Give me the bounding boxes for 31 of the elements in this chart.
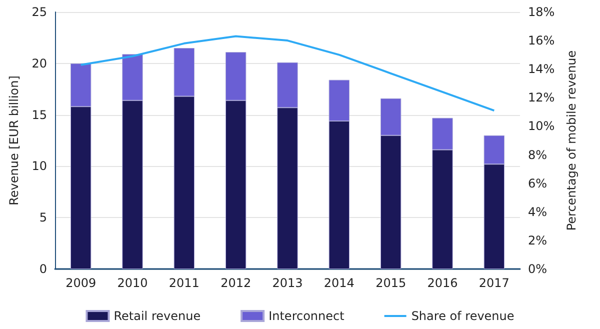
y2-tick-label: 10% (528, 119, 555, 134)
y2-tick-label: 6% (528, 176, 548, 190)
y2-tick-label: 2% (528, 233, 548, 248)
y-tick-label: 5 (39, 210, 47, 225)
y2-tick-label: 8% (528, 148, 548, 162)
x-tick-label: 2012 (220, 276, 252, 290)
y2-tick-label: 0% (528, 262, 548, 276)
x-tick-label: 2016 (427, 276, 458, 290)
y-tick-label: 25 (32, 5, 47, 19)
y2-tick-label: 12% (528, 90, 555, 105)
legend-label: Interconnect (268, 309, 345, 323)
y-axis-title: Revenue [EUR billion] (7, 76, 21, 206)
legend-label: Retail revenue (114, 309, 201, 323)
x-tick-label: 2017 (478, 276, 510, 290)
x-tick-label: 2015 (376, 276, 406, 290)
y-tick-label: 20 (32, 56, 47, 70)
y2-tick-label: 16% (528, 34, 555, 48)
line-series (80, 35, 496, 112)
y2-tick-label: 18% (528, 5, 555, 19)
y-tick-label: 15 (32, 108, 47, 122)
x-tick-label: 2010 (117, 276, 148, 290)
y-tick-label: 10 (32, 159, 47, 174)
y2-axis-title: Percentage of mobile revenue (564, 50, 579, 231)
legend-label: Share of revenue (411, 309, 514, 323)
x-tick-label: 2014 (324, 276, 354, 290)
y2-tick-label: 4% (528, 204, 548, 219)
x-tick-label: 2011 (168, 276, 200, 290)
x-tick-label: 2013 (272, 276, 303, 290)
y2-tick-label: 14% (528, 62, 555, 76)
y-tick-label: 0 (39, 262, 47, 276)
x-tick-label: 2009 (66, 276, 96, 290)
